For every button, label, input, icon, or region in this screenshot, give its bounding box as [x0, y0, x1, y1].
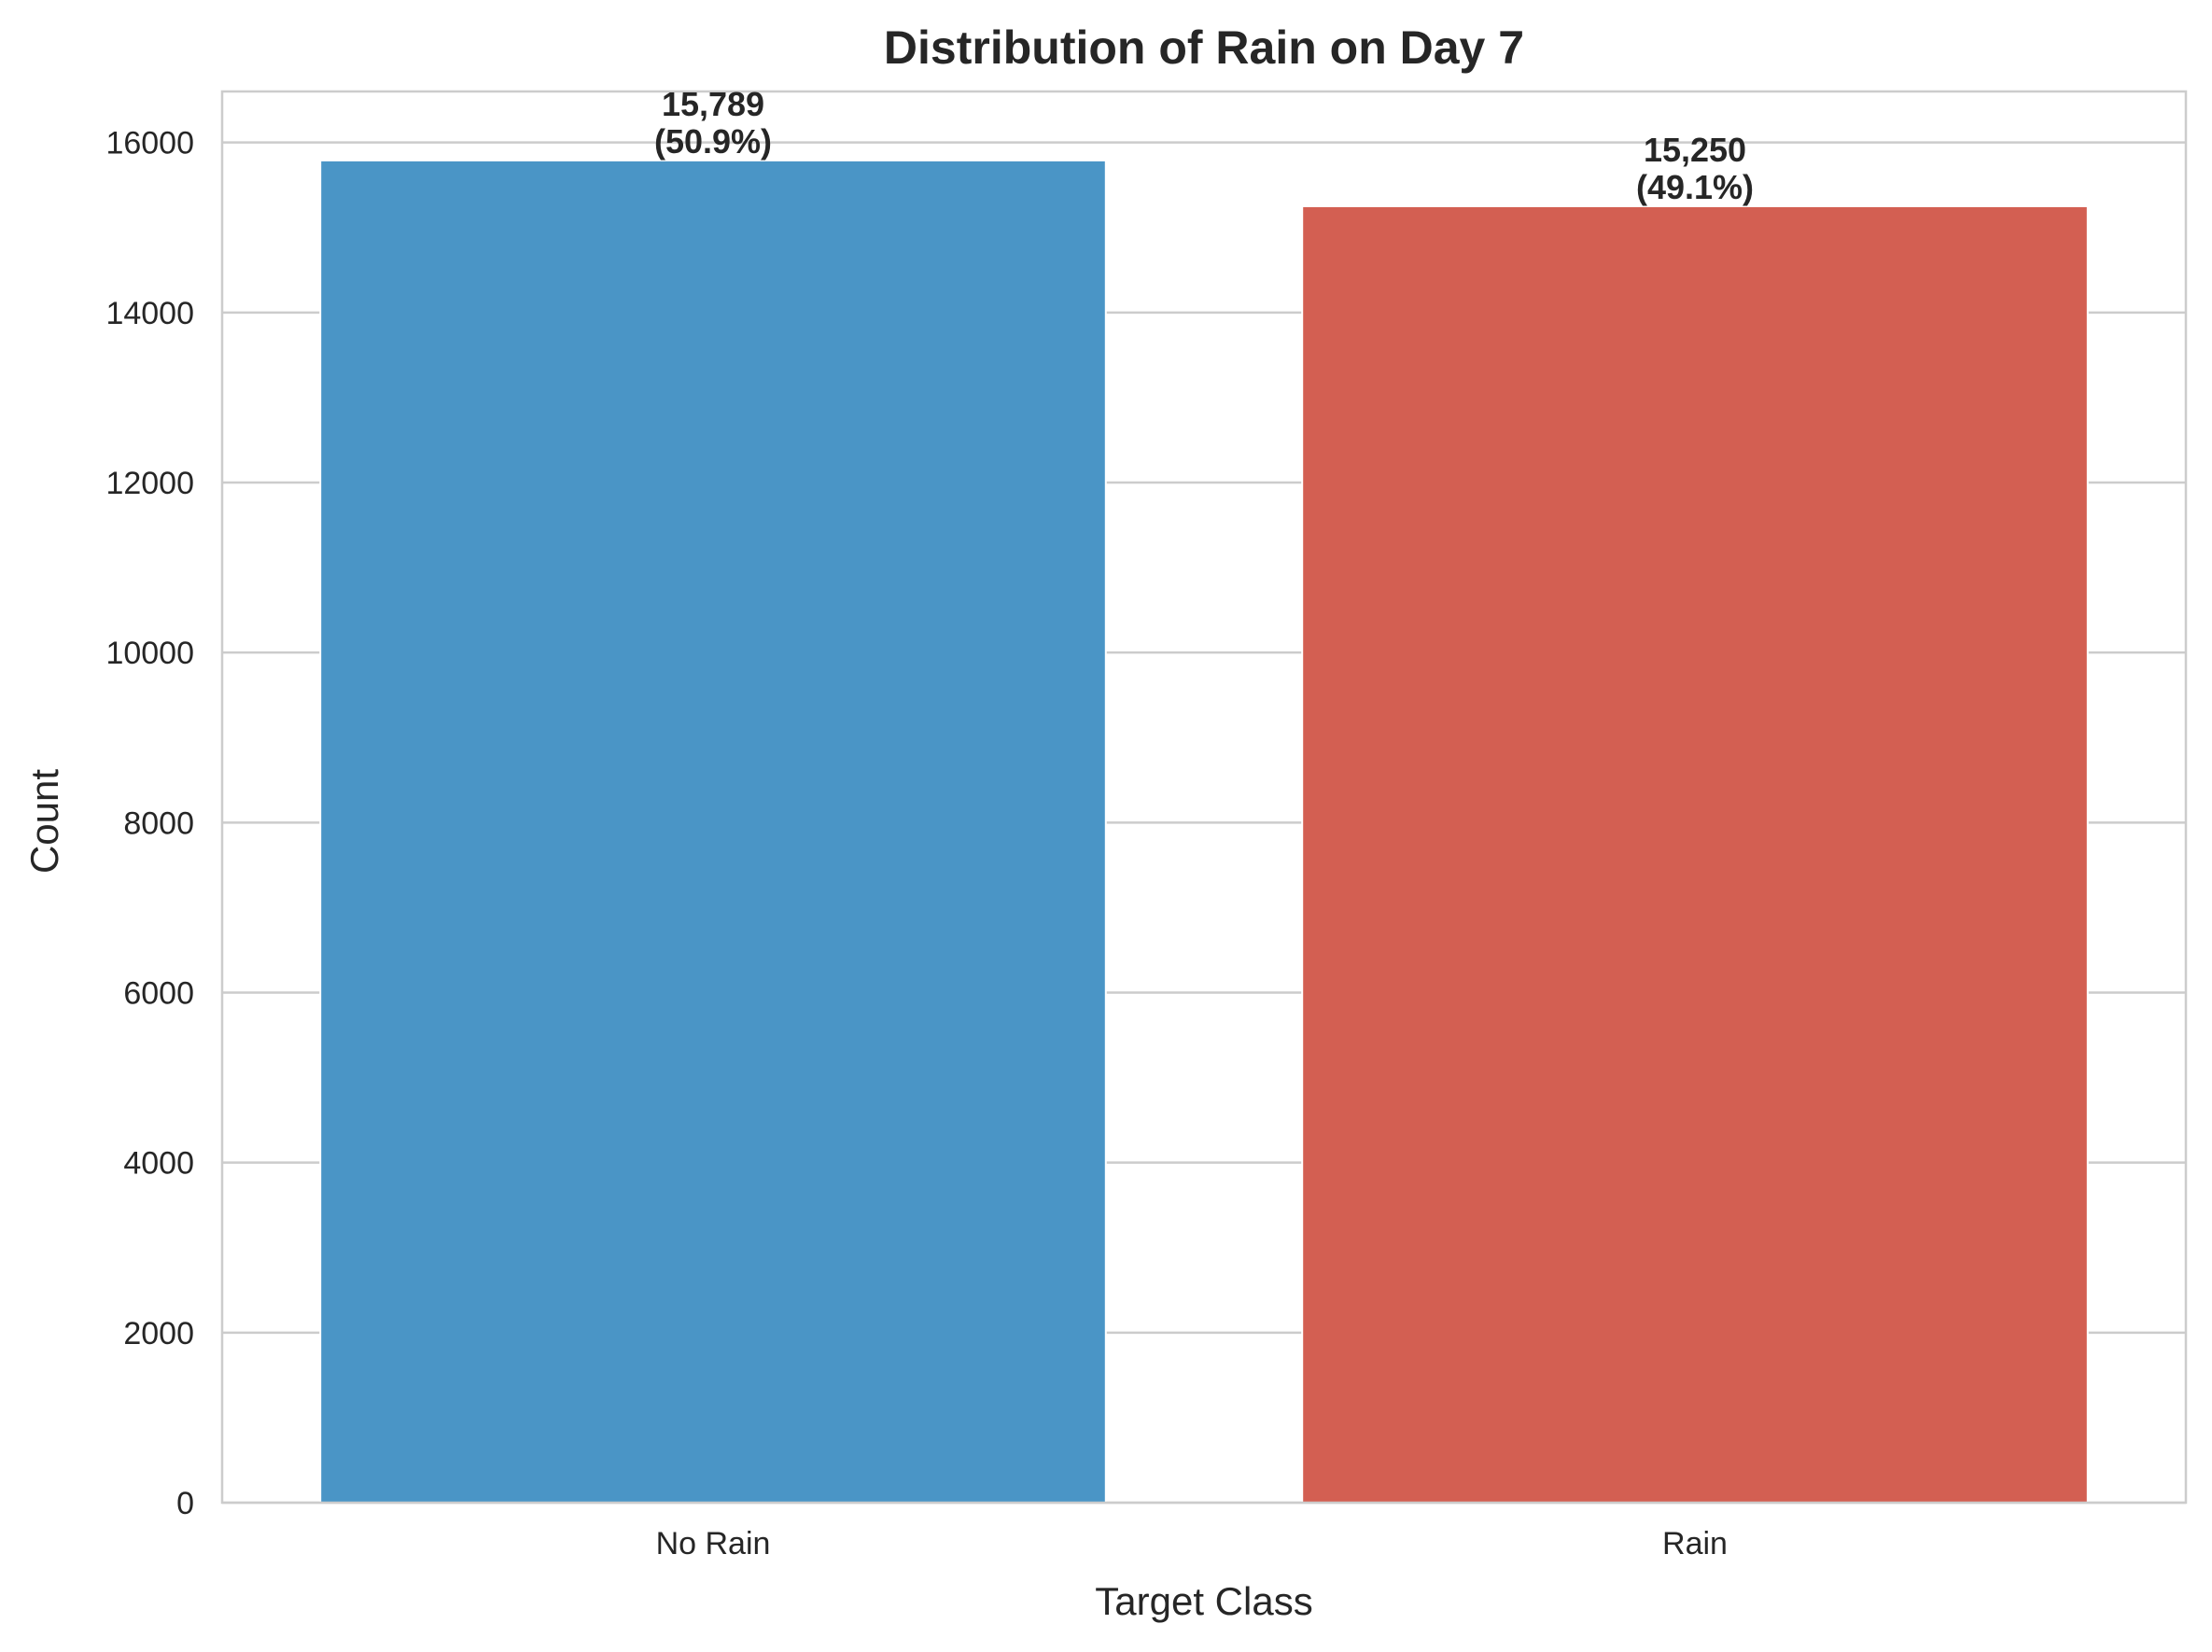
x-tick-labels: No Rain Rain	[656, 1526, 1728, 1561]
plot-frame	[220, 90, 2188, 1505]
y-tick-label: 8000	[123, 805, 194, 841]
chart-title: Distribution of Rain on Day 7	[884, 21, 1524, 74]
data-label-count: 15,789	[662, 85, 764, 123]
y-tick-label: 6000	[123, 975, 194, 1011]
y-axis-label: Count	[22, 769, 66, 874]
bars	[319, 159, 2089, 1505]
data-label-percent: (50.9%)	[654, 122, 772, 161]
y-tick-label: 12000	[105, 466, 194, 501]
bar	[319, 159, 1107, 1505]
data-label-percent: (49.1%)	[1636, 168, 1754, 206]
y-tick-label: 4000	[123, 1146, 194, 1182]
y-tick-label: 2000	[123, 1316, 194, 1351]
x-tick-label: No Rain	[656, 1526, 771, 1561]
data-labels: (50.9%)15,789 (49.1%)15,250	[654, 85, 1754, 206]
x-tick-label: Rain	[1662, 1526, 1728, 1561]
y-tick-label: 14000	[105, 296, 194, 331]
x-axis-label: Target Class	[1095, 1579, 1312, 1623]
y-tick-label: 0	[176, 1486, 194, 1521]
data-label-count: 15,250	[1644, 131, 1746, 169]
y-tick-label: 10000	[105, 636, 194, 671]
y-tick-label: 16000	[105, 126, 194, 161]
bar	[1301, 204, 2089, 1504]
y-tick-labels: 0 2000 4000 6000 8000 10000 12000 14000 16000	[105, 126, 194, 1521]
